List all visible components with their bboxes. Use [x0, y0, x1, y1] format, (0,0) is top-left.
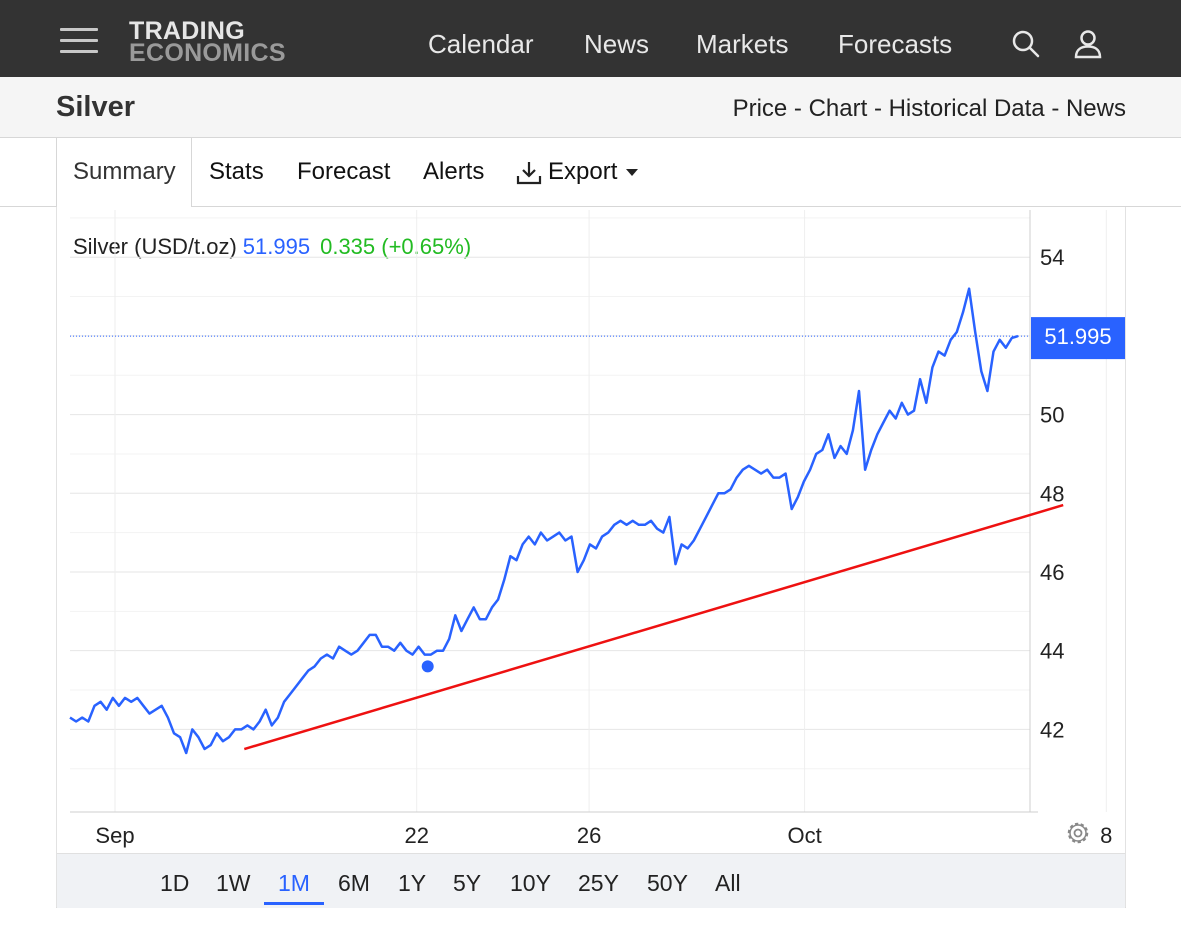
y-tick-label: 44 — [1040, 639, 1064, 664]
range-5y[interactable]: 5Y — [453, 870, 482, 896]
range-1w[interactable]: 1W — [216, 870, 251, 896]
x-tick-label: 8 — [1100, 823, 1112, 848]
nav-markets[interactable]: Markets — [696, 29, 789, 59]
range-25y[interactable]: 25Y — [578, 870, 619, 896]
active-range-underline — [264, 902, 324, 905]
x-tick-label: Sep — [95, 823, 134, 848]
y-tick-label: 54 — [1040, 245, 1064, 270]
tab-summary[interactable]: Summary — [73, 158, 176, 185]
range-10y[interactable]: 10Y — [510, 870, 551, 896]
range-1y[interactable]: 1Y — [398, 870, 427, 896]
page-links[interactable]: Price - Chart - Historical Data - News — [732, 95, 1126, 122]
tabs-divider — [0, 206, 1181, 207]
y-axis: 42 44 46 48 50 54 — [1040, 245, 1064, 742]
x-axis: Sep2226Oct814 — [95, 823, 1112, 848]
page-subheader: Silver Price - Chart - Historical Data -… — [0, 77, 1181, 138]
nav-news[interactable]: News — [584, 29, 650, 59]
y-tick-label: 48 — [1040, 481, 1064, 506]
top-nav-bar: TRADING ECONOMICS Calendar News Markets … — [0, 0, 1181, 77]
range-50y[interactable]: 50Y — [647, 870, 688, 896]
menu-icon[interactable] — [60, 26, 98, 54]
x-tick-label: Oct — [787, 823, 821, 848]
trendlines — [243, 503, 1064, 751]
y-tick-label: 50 — [1040, 403, 1064, 428]
range-6m[interactable]: 6M — [338, 870, 370, 896]
search-icon[interactable] — [1011, 28, 1041, 60]
chart-legend: Silver (USD/t.oz) 51.995 0.335 (+0.65%) — [73, 234, 471, 260]
trendline — [243, 503, 1064, 751]
chart-marker — [421, 660, 434, 673]
last-price-badge: 51.995 — [1031, 317, 1125, 360]
legend-value: 51.995 — [242, 234, 311, 259]
price-series-line — [69, 287, 1019, 755]
last-price-label: 51.995 — [1044, 324, 1111, 349]
y-tick-label: 46 — [1040, 560, 1064, 585]
range-1m[interactable]: 1M — [278, 870, 310, 896]
range-all[interactable]: All — [715, 870, 741, 896]
legend-change: 0.335 (+0.65%) — [320, 234, 472, 259]
tab-alerts[interactable]: Alerts — [423, 158, 485, 185]
logo-line1: TRADING — [129, 17, 245, 45]
download-icon[interactable] — [515, 159, 543, 187]
user-icon[interactable] — [1073, 28, 1103, 60]
x-tick-label: 22 — [404, 823, 428, 848]
range-1d[interactable]: 1D — [160, 870, 190, 896]
y-tick-label: 42 — [1040, 717, 1064, 742]
tab-export[interactable]: Export — [548, 158, 618, 185]
tab-stats[interactable]: Stats — [209, 158, 264, 185]
settings-gear-icon[interactable] — [1067, 822, 1089, 844]
range-selector — [57, 853, 1125, 908]
x-tick-label: 26 — [577, 823, 601, 848]
page-title: Silver — [56, 91, 135, 123]
tab-forecast[interactable]: Forecast — [297, 158, 391, 185]
legend-series-name: Silver (USD/t.oz) — [73, 234, 237, 259]
nav-forecasts[interactable]: Forecasts — [838, 29, 953, 59]
nav-calendar[interactable]: Calendar — [428, 29, 534, 59]
logo-line2: ECONOMICS — [129, 39, 286, 67]
caret-down-icon[interactable] — [625, 168, 639, 177]
chart-grid — [70, 210, 1107, 813]
trading-economics-logo[interactable]: TRADING ECONOMICS — [129, 17, 286, 67]
tab-summary-background — [56, 138, 192, 207]
